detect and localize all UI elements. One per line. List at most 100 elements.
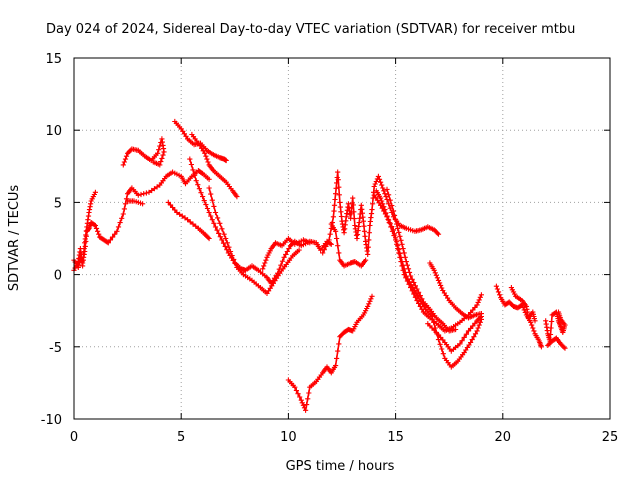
data-point bbox=[281, 254, 287, 260]
data-point bbox=[91, 222, 97, 228]
data-point bbox=[405, 266, 412, 272]
data-point bbox=[390, 208, 397, 214]
data-point bbox=[416, 289, 422, 295]
data-point bbox=[432, 270, 438, 276]
data-point bbox=[212, 224, 219, 230]
data-point bbox=[159, 155, 165, 161]
data-point bbox=[333, 185, 339, 191]
data-point bbox=[549, 318, 555, 325]
data-point bbox=[474, 302, 480, 308]
data-point bbox=[338, 209, 344, 215]
data-point bbox=[333, 228, 339, 234]
data-point bbox=[93, 225, 100, 231]
data-point bbox=[324, 240, 331, 246]
data-point bbox=[296, 247, 302, 253]
data-point bbox=[160, 152, 166, 158]
data-point bbox=[117, 220, 123, 226]
data-point bbox=[295, 391, 301, 397]
data-point bbox=[417, 292, 423, 299]
data-point bbox=[334, 235, 340, 242]
data-point bbox=[204, 156, 210, 162]
data-point bbox=[336, 184, 342, 190]
data-point bbox=[140, 201, 146, 207]
data-point bbox=[333, 363, 339, 369]
data-point bbox=[397, 233, 403, 239]
data-point bbox=[345, 201, 351, 207]
data-point bbox=[493, 283, 499, 289]
data-point bbox=[370, 201, 376, 207]
data-point bbox=[262, 260, 268, 266]
data-point bbox=[331, 208, 337, 214]
data-point bbox=[196, 186, 202, 192]
data-point bbox=[348, 210, 354, 216]
data-point bbox=[157, 143, 163, 149]
data-point bbox=[396, 247, 402, 253]
data-point bbox=[341, 230, 347, 236]
data-point bbox=[338, 213, 345, 220]
data-point bbox=[335, 348, 341, 354]
data-point bbox=[366, 237, 372, 243]
data-point bbox=[119, 215, 125, 221]
data-point bbox=[209, 217, 215, 223]
data-point bbox=[150, 159, 156, 165]
data-point bbox=[104, 239, 110, 245]
data-point bbox=[387, 197, 393, 203]
data-point bbox=[350, 195, 356, 201]
data-point bbox=[190, 221, 196, 227]
data-point bbox=[138, 191, 144, 198]
data-point bbox=[382, 211, 388, 217]
data-point bbox=[531, 328, 537, 334]
data-point bbox=[211, 203, 217, 209]
data-point bbox=[151, 186, 157, 192]
data-point bbox=[158, 159, 164, 165]
data-point bbox=[206, 209, 212, 216]
data-point bbox=[393, 235, 399, 241]
data-point bbox=[406, 269, 413, 275]
data-point bbox=[366, 301, 372, 307]
data-point bbox=[146, 189, 152, 195]
data-point bbox=[283, 251, 289, 257]
data-point bbox=[263, 257, 269, 263]
data-point bbox=[205, 159, 211, 165]
data-point bbox=[110, 234, 116, 240]
data-point bbox=[120, 211, 126, 217]
data-point bbox=[203, 202, 209, 208]
data-point bbox=[472, 331, 479, 337]
data-point bbox=[217, 220, 223, 226]
data-point bbox=[400, 246, 406, 252]
data-point bbox=[532, 318, 538, 324]
data-point bbox=[351, 216, 357, 222]
y-axis-label: SDTVAR / TECUs bbox=[7, 185, 22, 292]
data-point bbox=[389, 203, 395, 209]
data-point bbox=[408, 273, 414, 279]
data-point bbox=[331, 202, 338, 208]
data-point bbox=[336, 192, 342, 198]
data-point bbox=[300, 402, 306, 408]
data-point bbox=[149, 187, 155, 194]
data-point bbox=[92, 222, 98, 229]
data-point bbox=[187, 156, 193, 162]
data-point bbox=[369, 293, 375, 299]
data-point bbox=[372, 181, 378, 187]
data-point bbox=[279, 258, 286, 264]
data-point bbox=[402, 254, 408, 260]
data-point bbox=[475, 325, 481, 331]
data-point bbox=[538, 344, 544, 350]
data-point bbox=[105, 240, 111, 246]
data-point bbox=[555, 309, 562, 315]
data-point bbox=[177, 211, 183, 217]
data-point bbox=[76, 262, 82, 268]
data-point bbox=[293, 387, 299, 394]
data-point bbox=[386, 220, 392, 226]
data-point bbox=[386, 192, 392, 198]
data-point bbox=[457, 341, 463, 347]
data-point bbox=[115, 224, 122, 230]
data-point bbox=[478, 292, 484, 298]
data-point bbox=[223, 235, 229, 242]
data-point bbox=[412, 283, 418, 289]
data-point bbox=[334, 355, 340, 361]
data-point bbox=[361, 228, 368, 234]
data-point bbox=[373, 178, 379, 185]
data-point bbox=[212, 209, 219, 216]
series-trace-arc-8 bbox=[189, 158, 333, 285]
